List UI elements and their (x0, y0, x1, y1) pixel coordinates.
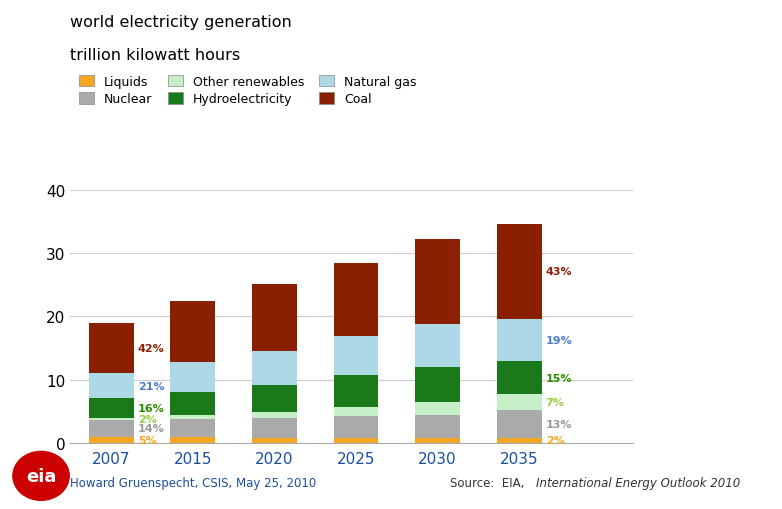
Text: world electricity generation: world electricity generation (70, 15, 292, 30)
Text: 14%: 14% (138, 423, 164, 434)
Bar (170, 419, 215, 437)
Bar (252, 438, 297, 443)
Bar (170, 437, 215, 443)
Text: 2%: 2% (138, 414, 156, 424)
Text: eia: eia (26, 467, 56, 485)
Bar (170, 392, 215, 415)
Bar (334, 263, 378, 336)
Bar (170, 362, 215, 392)
Bar (415, 240, 460, 324)
Bar (252, 418, 297, 438)
Bar (497, 224, 542, 319)
Bar (170, 301, 215, 362)
Bar (415, 402, 460, 415)
Bar (88, 374, 134, 399)
Bar (88, 418, 134, 420)
Text: 43%: 43% (546, 267, 572, 277)
Text: 7%: 7% (546, 397, 565, 407)
Bar (497, 319, 542, 361)
Text: trillion kilowatt hours: trillion kilowatt hours (70, 48, 241, 63)
Bar (497, 438, 542, 443)
Bar (88, 437, 134, 443)
Text: 21%: 21% (138, 381, 164, 391)
Bar (88, 399, 134, 418)
Bar (497, 394, 542, 410)
Text: 19%: 19% (546, 335, 572, 345)
Bar (334, 417, 378, 438)
Text: 2%: 2% (546, 436, 565, 445)
Text: International Energy Outlook 2010: International Energy Outlook 2010 (536, 476, 740, 489)
Bar (252, 412, 297, 418)
Text: Source:  EIA,: Source: EIA, (450, 476, 528, 489)
Bar (415, 367, 460, 402)
Bar (415, 415, 460, 438)
Bar (334, 376, 378, 407)
Bar (252, 385, 297, 412)
Bar (334, 336, 378, 376)
Legend: Liquids, Nuclear, Other renewables, Hydroelectricity, Natural gas, Coal: Liquids, Nuclear, Other renewables, Hydr… (77, 73, 419, 108)
Bar (334, 407, 378, 417)
Bar (334, 438, 378, 443)
Text: 13%: 13% (546, 419, 572, 429)
Bar (252, 284, 297, 351)
Text: Howard Gruenspecht, CSIS, May 25, 2010: Howard Gruenspecht, CSIS, May 25, 2010 (70, 476, 317, 489)
Bar (88, 323, 134, 374)
Bar (497, 410, 542, 438)
Text: 16%: 16% (138, 403, 164, 413)
Bar (170, 415, 215, 419)
Text: 5%: 5% (138, 435, 156, 445)
Text: 15%: 15% (546, 373, 572, 383)
Bar (415, 324, 460, 367)
Text: 42%: 42% (138, 343, 164, 353)
Bar (415, 438, 460, 443)
Bar (252, 351, 297, 385)
Bar (88, 420, 134, 437)
Circle shape (13, 451, 69, 500)
Bar (497, 361, 542, 394)
